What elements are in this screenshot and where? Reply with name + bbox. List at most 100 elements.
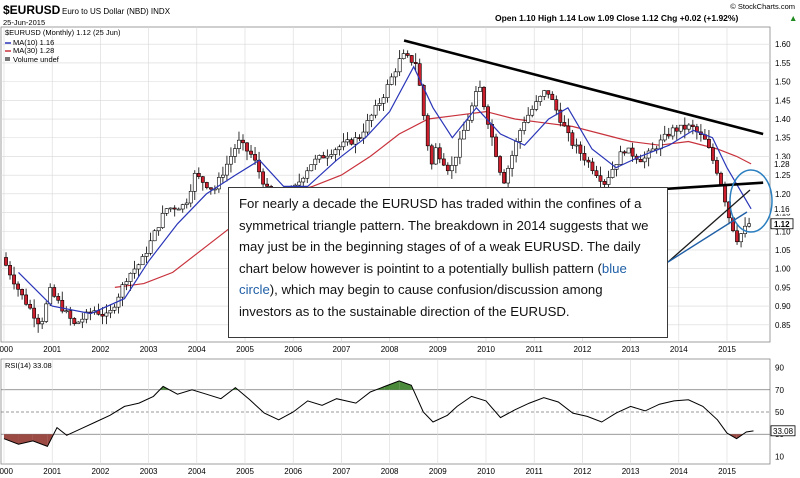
candle-body	[690, 124, 695, 127]
candle-body	[494, 136, 498, 157]
candle-body	[554, 99, 559, 111]
price-date-axis: 2000 2001 2002 2003 2004 2005 2006 2007 2008 2009…	[0, 345, 736, 354]
date-tick-label: 2014	[670, 345, 688, 354]
candle-body	[610, 169, 615, 178]
rsi-date-tick-label: 2010	[477, 467, 495, 476]
candle-body	[20, 288, 24, 296]
candle-body	[534, 101, 539, 110]
legend-ma30: MA(30) 1.28	[13, 46, 54, 55]
candle-body	[530, 109, 535, 116]
candle-body	[682, 124, 687, 130]
candle-body	[670, 127, 675, 137]
candle-body	[486, 106, 490, 125]
candle-body	[735, 230, 739, 243]
symbol-description: Euro to US Dollar (NBD) INDX	[62, 7, 171, 16]
candle-body	[305, 170, 310, 179]
date-tick-label: 2012	[574, 345, 592, 354]
candle-body	[8, 265, 12, 276]
rsi-tick-label: 10	[775, 452, 784, 461]
candle-body	[409, 55, 414, 63]
value-tag-box	[771, 203, 793, 214]
candle-body	[204, 182, 209, 188]
legend-volume: Volume undef	[13, 55, 60, 64]
rsi-panel-frame	[0, 358, 771, 465]
annotation-text-box: For nearly a decade the EURUSD has trade…	[228, 187, 668, 338]
candle-body	[172, 207, 177, 210]
rsi-extreme-fill	[32, 434, 48, 447]
legend-main: $EURUSD (Monthly) 1.12 (25 Jun)	[5, 28, 121, 37]
candle-body	[301, 177, 306, 183]
candle-body	[72, 318, 77, 324]
candle-body	[453, 156, 458, 166]
candle-body	[313, 158, 318, 165]
candle-body	[261, 171, 265, 185]
rsi-value-tag-box	[770, 425, 796, 437]
candle-body	[389, 76, 394, 85]
candle-body	[321, 155, 326, 159]
candle-body	[626, 147, 631, 154]
candle-body	[518, 130, 523, 142]
rsi-date-tick-label: 2009	[429, 467, 447, 476]
candle-body	[514, 141, 519, 156]
candle-body	[582, 153, 587, 161]
price-tick-label: 1.45	[775, 96, 791, 105]
ohlc-summary: Open 1.10 High 1.14 Low 1.09 Close 1.12 …	[495, 13, 738, 23]
rsi-extreme-fill	[4, 434, 19, 445]
candle-body	[221, 174, 225, 178]
rsi-date-tick-label: 2006	[284, 467, 302, 476]
candle-body	[60, 299, 65, 312]
candle-body	[64, 310, 69, 312]
blue-circle-highlight	[729, 169, 773, 233]
candle-body	[176, 208, 181, 211]
candle-body	[457, 138, 462, 158]
candle-body	[160, 213, 165, 228]
candle-body	[502, 172, 506, 184]
candle-body	[630, 147, 635, 157]
candle-body	[642, 157, 647, 163]
candle-body	[32, 307, 37, 319]
arrow-line-upper	[667, 189, 751, 263]
candle-body	[574, 144, 579, 147]
price-tick-label: 1.55	[775, 59, 791, 68]
candle-body	[719, 172, 723, 185]
candle-body	[594, 170, 599, 177]
rsi-tick-label: 70	[775, 386, 784, 395]
date-tick-label: 2010	[477, 345, 495, 354]
price-tick-label: 0.90	[775, 302, 791, 311]
price-tick-label: 1.00	[775, 265, 791, 274]
rsi-value-tag: 33.08	[773, 427, 794, 436]
rsi-line	[3, 380, 754, 448]
candle-body	[309, 164, 314, 172]
candle-body	[136, 264, 141, 270]
candle-body	[44, 303, 49, 322]
candle-body	[52, 287, 57, 297]
rsi-date-tick-label: 2003	[140, 467, 158, 476]
candle-body	[510, 155, 515, 169]
rsi-date-tick-label: 2012	[574, 467, 592, 476]
annotation-text-part1: For nearly a decade the EURUSD has trade…	[239, 196, 649, 276]
ma30-line	[114, 110, 752, 288]
price-value-tags: 1.28 1.16 1.12	[770, 158, 794, 230]
candle-body	[558, 109, 563, 123]
candle-body	[441, 158, 446, 166]
candle-body	[618, 151, 623, 165]
candle-body	[562, 122, 567, 127]
candle-body	[76, 321, 81, 324]
candle-body	[337, 146, 342, 151]
candle-body	[265, 183, 269, 187]
candle-body	[449, 165, 454, 172]
candle-body	[478, 86, 482, 92]
candle-body	[188, 190, 193, 204]
candle-body	[417, 63, 422, 86]
date-tick-label: 2003	[140, 345, 158, 354]
symbol-label: $EURUSD	[3, 3, 61, 17]
candle-body	[144, 252, 149, 257]
price-tick-label: 0.85	[775, 321, 791, 330]
date-tick-label: 2009	[429, 345, 447, 354]
candle-body	[606, 177, 611, 185]
candle-body	[586, 159, 591, 163]
candle-body	[401, 53, 406, 59]
rsi-date-tick-label: 2011	[526, 467, 544, 476]
candle-body	[425, 115, 430, 147]
candle-body	[349, 139, 354, 145]
